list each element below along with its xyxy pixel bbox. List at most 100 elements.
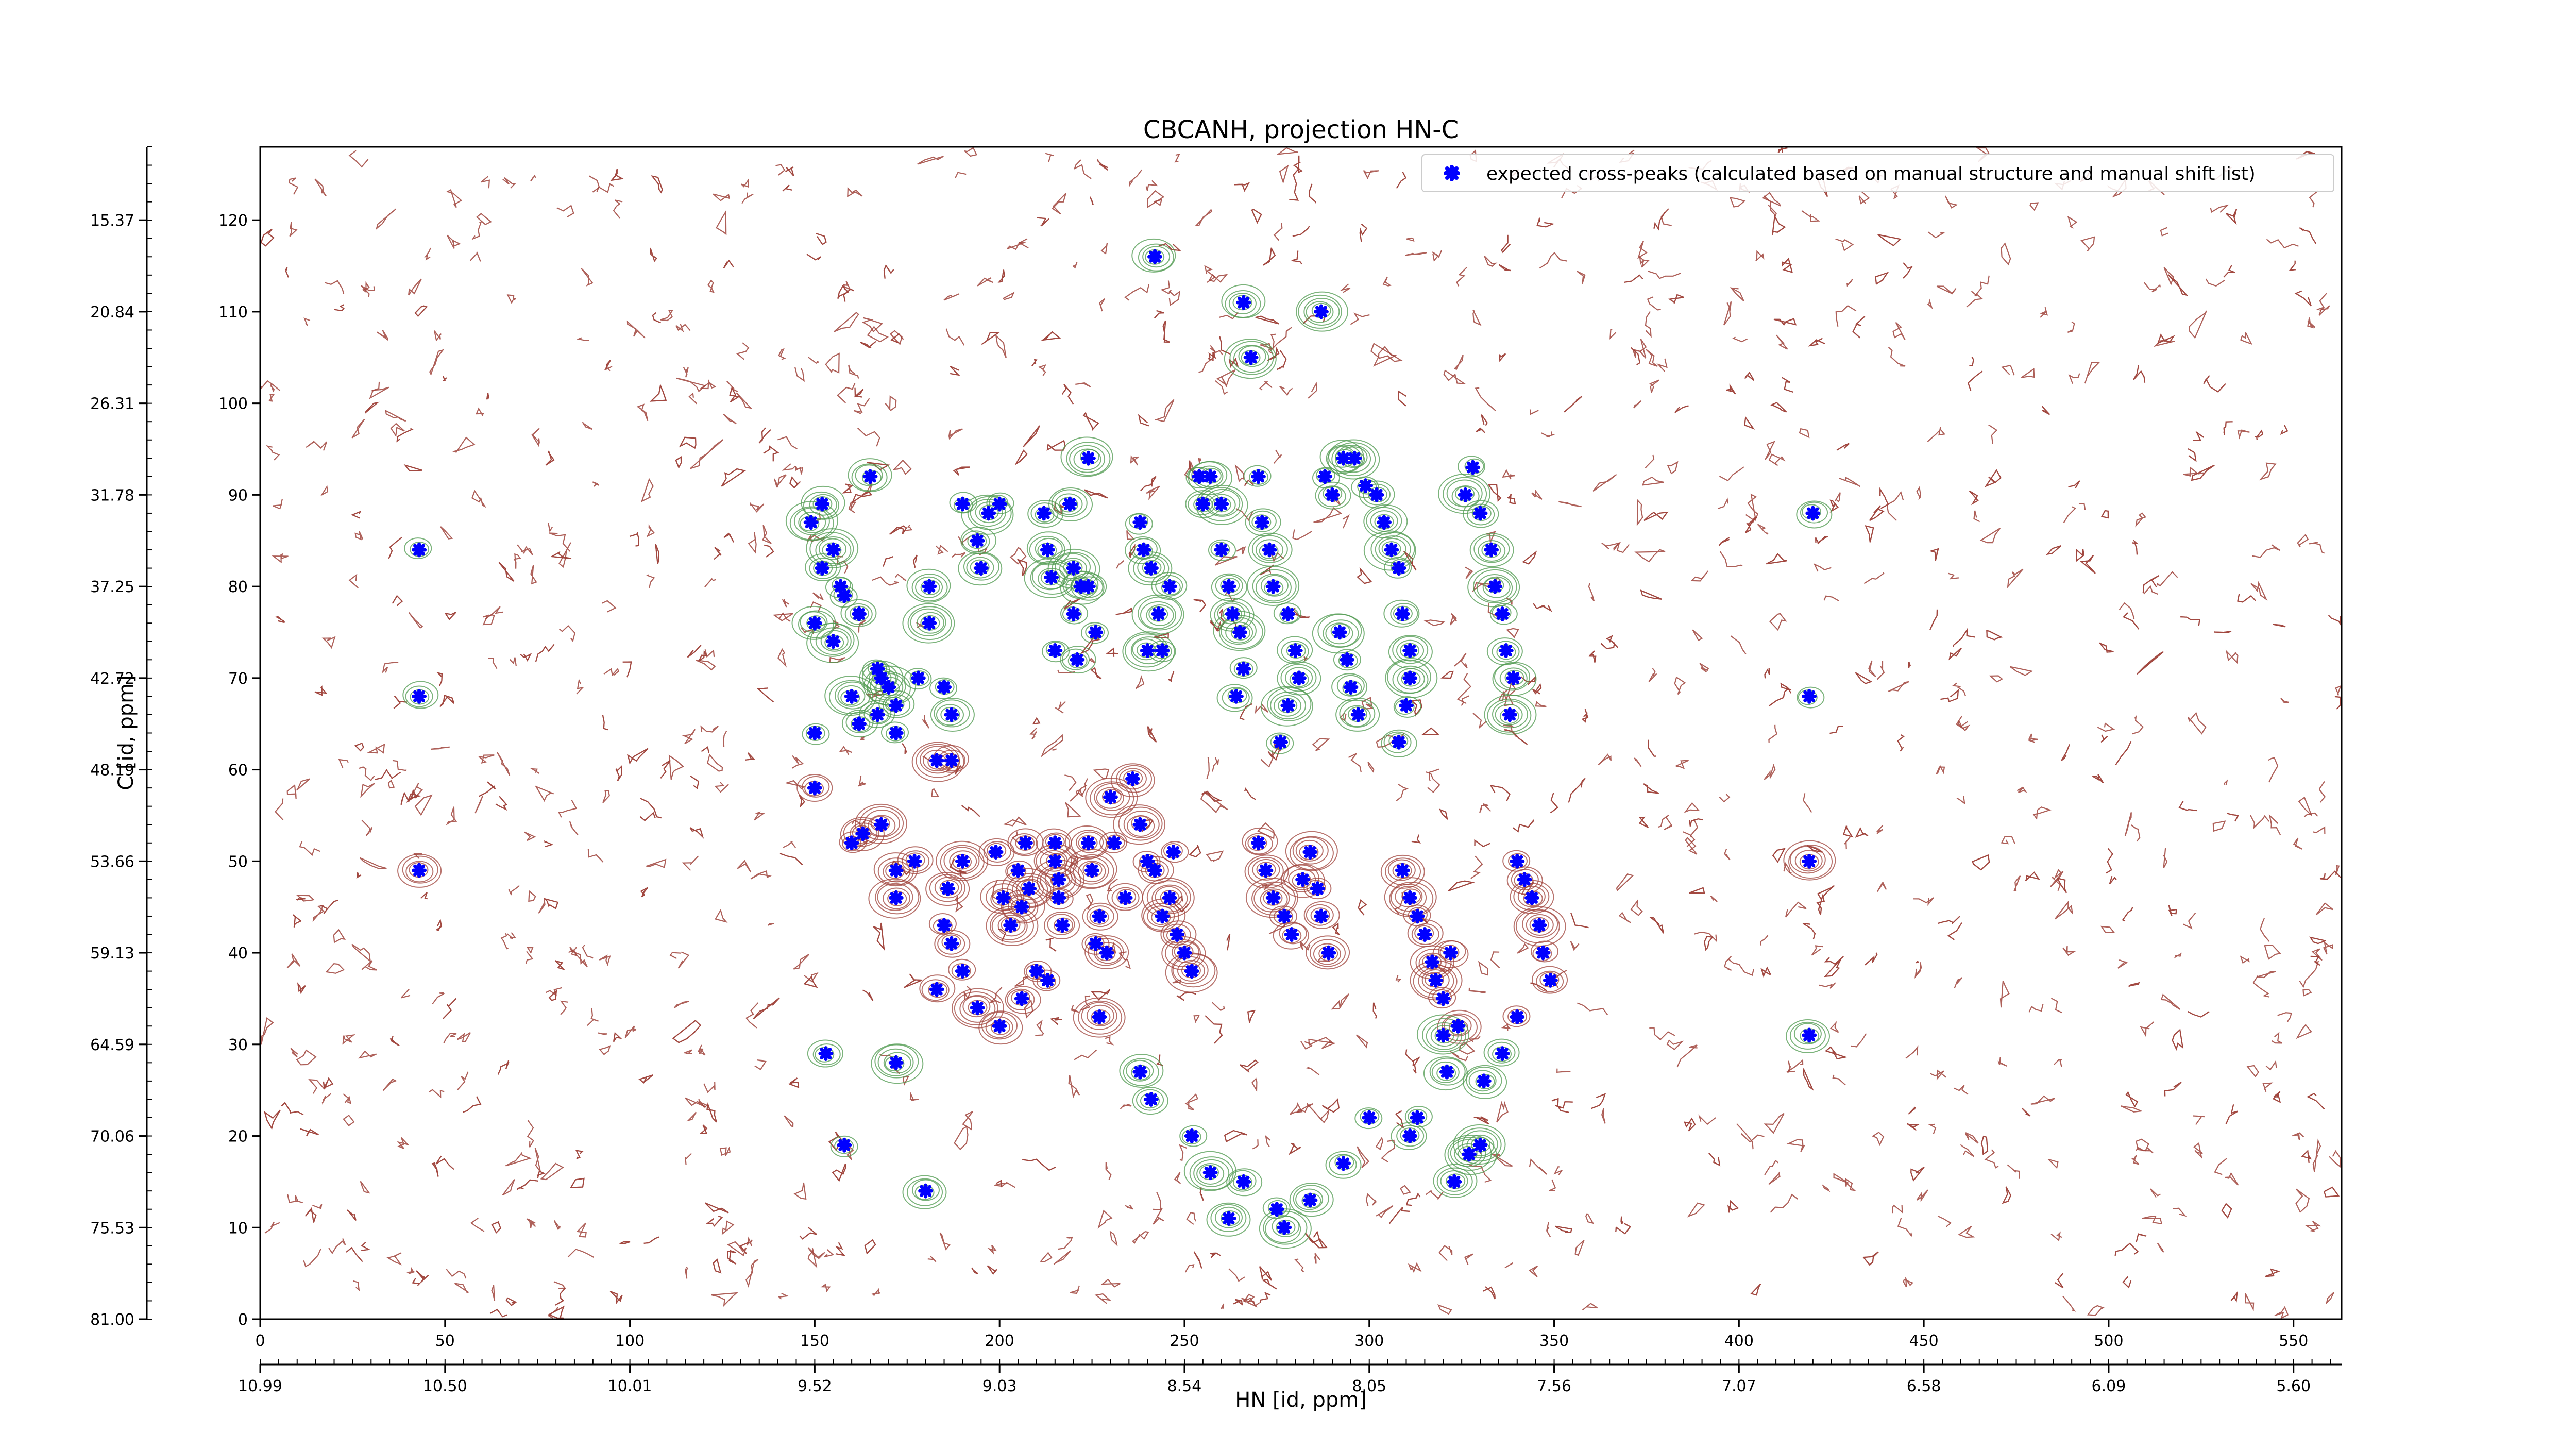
noise-contour <box>2240 955 2250 964</box>
noise-contour <box>1744 516 1757 533</box>
noise-contour <box>347 1209 357 1221</box>
noise-contour <box>2167 274 2189 296</box>
peak-contour <box>1071 572 1107 601</box>
peak-contour <box>1487 1041 1516 1064</box>
noise-contour <box>871 1288 880 1296</box>
noise-contour <box>688 392 698 405</box>
noise-contour <box>547 1305 565 1319</box>
noise-contour <box>1502 469 1515 480</box>
noise-contour <box>1449 613 1458 626</box>
cross-peak-marker <box>851 716 867 732</box>
cross-peak-marker <box>1484 542 1499 558</box>
noise-contour <box>1147 190 1165 209</box>
peak-contour <box>1136 1089 1164 1111</box>
noise-contour <box>1507 494 1516 505</box>
noise-contour <box>446 806 457 826</box>
noise-contour <box>1094 1293 1111 1304</box>
peak-contour <box>1116 765 1153 793</box>
peak-contour <box>1794 850 1823 872</box>
peak-contour <box>1274 695 1302 717</box>
noise-contour <box>2188 448 2197 462</box>
noise-contour <box>2266 239 2299 249</box>
noise-contour <box>548 989 557 1001</box>
noise-contour <box>804 972 819 983</box>
noise-contour <box>474 795 484 814</box>
noise-contour <box>348 150 369 168</box>
cross-peak-marker <box>1284 927 1299 942</box>
cross-peak-marker <box>888 890 904 905</box>
cross-peak-marker <box>1336 450 1351 466</box>
noise-contour <box>1823 595 1839 601</box>
noise-contour <box>2311 948 2323 961</box>
peak-contour <box>1122 631 1175 672</box>
noise-contour <box>296 1049 317 1066</box>
peak-contour <box>1289 1183 1334 1217</box>
noise-contour <box>1863 571 1885 584</box>
noise-contour <box>386 1252 402 1266</box>
cross-peak-marker <box>1214 542 1229 558</box>
noise-contour <box>1031 359 1038 367</box>
peak-contour <box>904 668 932 690</box>
noise-contour <box>1638 816 1649 828</box>
noise-contour <box>1397 390 1406 407</box>
noise-contour <box>2122 1276 2132 1289</box>
noise-contour <box>723 413 737 425</box>
noise-contour <box>1568 778 1586 803</box>
cross-peak-markers <box>412 249 1821 1235</box>
cross-peak-marker <box>1143 1091 1159 1107</box>
peak-contour <box>925 872 970 906</box>
noise-contour <box>1484 256 1498 267</box>
noise-contour <box>1645 349 1658 367</box>
noise-contour <box>1520 676 1536 685</box>
noise-contour <box>2001 242 2011 266</box>
noise-contour <box>726 380 738 392</box>
noise-contour <box>1332 922 1340 935</box>
noise-contour <box>777 436 798 450</box>
x-ppm-tick-label: 9.03 <box>982 1377 1017 1395</box>
peak-contour <box>1489 603 1518 625</box>
noise-contour <box>1277 350 1287 370</box>
peak-contour <box>825 576 853 598</box>
noise-contour <box>2297 534 2309 548</box>
peak-contour <box>1229 657 1258 679</box>
noise-contour <box>943 293 960 301</box>
y-ppm-tick-label: 26.31 <box>90 395 134 413</box>
x-ppm-tick-label: 10.01 <box>608 1377 652 1395</box>
peak-contour <box>1045 888 1074 910</box>
noise-contour <box>1916 1189 1928 1203</box>
peak-contour <box>1285 831 1338 871</box>
peak-contour <box>859 806 904 840</box>
noise-contour <box>392 595 403 606</box>
noise-contour <box>1553 1166 1563 1175</box>
noise-contour <box>598 1032 607 1035</box>
noise-contour <box>1980 1135 1989 1155</box>
noise-contour <box>1342 514 1350 529</box>
noise-contour <box>343 1093 352 1104</box>
noise-contour <box>1952 682 1967 696</box>
noise-contour <box>491 1221 501 1234</box>
peak-contour <box>1188 461 1232 495</box>
noise-contour <box>1643 783 1659 794</box>
noise-contour <box>1684 802 1700 813</box>
noise-contour <box>1201 790 1223 802</box>
noise-contour <box>260 228 275 247</box>
noise-contour <box>1984 1149 1999 1169</box>
peak-contour <box>1789 846 1826 874</box>
noise-contour <box>1601 1108 1606 1124</box>
noise-contour <box>883 264 894 279</box>
noise-contour <box>264 1221 280 1234</box>
noise-contour <box>2328 615 2342 627</box>
peak-contour <box>1446 479 1483 508</box>
peak-contour <box>789 506 834 541</box>
x-ppm-axis: 10.99 10.50 10.01 9.52 9.03 8.54 8.05 7.56 7.07 6… <box>238 1359 2342 1395</box>
noise-contour <box>416 1270 429 1283</box>
peak-contour <box>954 991 998 1026</box>
cross-peak-marker <box>1487 579 1503 594</box>
noise-contour <box>1531 490 1543 500</box>
peak-contour <box>1059 558 1088 580</box>
peak-contour <box>1094 942 1122 964</box>
noise-contour <box>2157 571 2178 587</box>
cross-peak-marker <box>1051 890 1066 905</box>
noise-contour <box>2052 877 2061 891</box>
noise-contour <box>1279 164 1289 184</box>
